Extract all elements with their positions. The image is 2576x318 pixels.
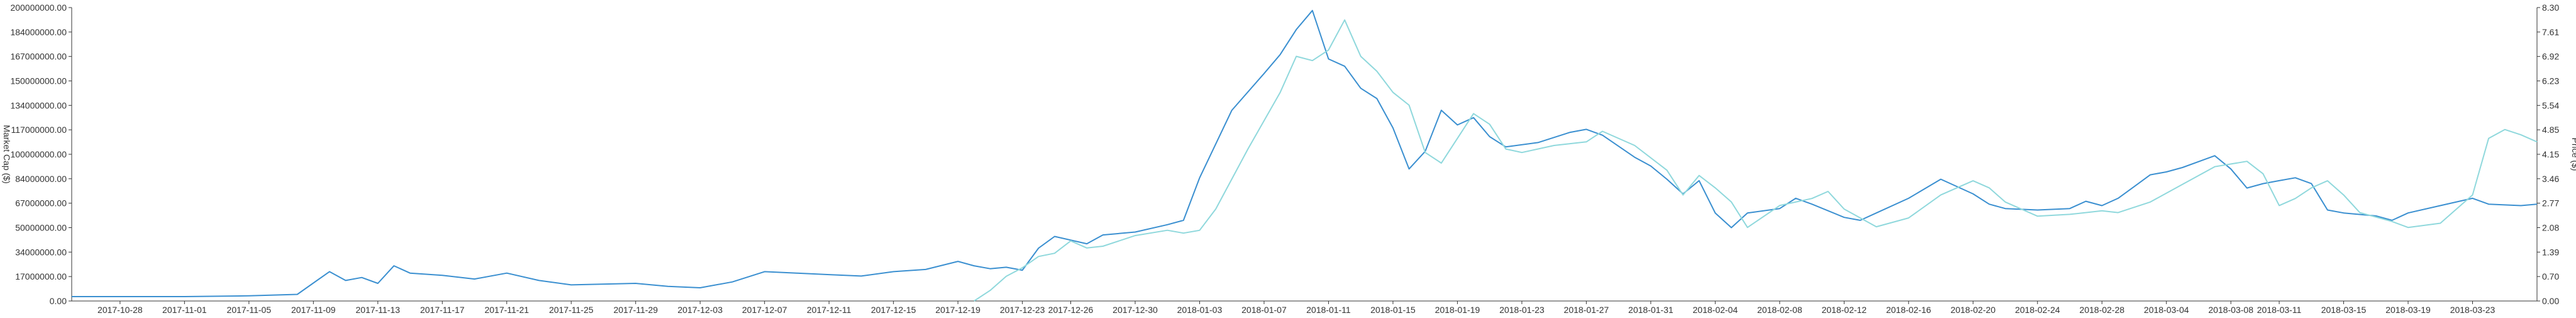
- x-tick-label: 2018-02-12: [1821, 305, 1867, 315]
- left-tick-label: 117000000.00: [11, 125, 67, 135]
- x-tick-label: 2018-01-15: [1370, 305, 1416, 315]
- x-tick-label: 2017-11-09: [291, 305, 336, 315]
- x-tick-label: 2018-01-23: [1499, 305, 1545, 315]
- x-tick-label: 2017-11-17: [420, 305, 465, 315]
- left-tick-label: 17000000.00: [15, 271, 67, 281]
- right-tick-label: 6.92: [2542, 52, 2559, 62]
- x-tick-label: 2017-11-29: [613, 305, 658, 315]
- x-tick-label: 2018-03-19: [2385, 305, 2431, 315]
- x-tick-label: 2017-12-19: [935, 305, 980, 315]
- right-tick-label: 2.08: [2542, 223, 2559, 233]
- x-tick-label: 2017-12-26: [1048, 305, 1094, 315]
- x-tick-label: 2017-11-13: [356, 305, 401, 315]
- left-tick-label: 150000000.00: [10, 76, 67, 86]
- left-tick-label: 34000000.00: [15, 247, 67, 257]
- x-tick-label: 2017-12-23: [1000, 305, 1045, 315]
- right-tick-label: 0.00: [2542, 296, 2559, 306]
- x-tick-label: 2018-01-03: [1177, 305, 1223, 315]
- x-tick-label: 2018-03-11: [2257, 305, 2302, 315]
- x-tick-label: 2018-02-24: [2015, 305, 2060, 315]
- left-tick-label: 0.00: [50, 296, 67, 306]
- left-tick-label: 200000000.00: [10, 3, 67, 13]
- right-tick-label: 0.70: [2542, 271, 2559, 281]
- left-tick-label: 134000000.00: [10, 100, 67, 110]
- left-axis-title: Market Cap ($): [2, 125, 12, 183]
- market-cap-series-line: [72, 9, 2538, 297]
- right-tick-label: 3.46: [2542, 174, 2559, 184]
- x-tick-label: 2017-12-03: [677, 305, 723, 315]
- right-tick-label: 7.61: [2542, 27, 2559, 37]
- right-tick-label: 1.39: [2542, 247, 2559, 257]
- x-tick-label: 2018-03-23: [2450, 305, 2496, 315]
- x-tick-label: 2018-03-15: [2321, 305, 2367, 315]
- x-tick-label: 2018-02-16: [1886, 305, 1931, 315]
- left-tick-label: 184000000.00: [10, 27, 67, 37]
- x-tick-label: 2018-02-20: [1950, 305, 1996, 315]
- right-axis-title: Price ($): [2570, 138, 2576, 171]
- x-tick-label: 2018-01-27: [1564, 305, 1609, 315]
- x-tick-label: 2017-12-15: [871, 305, 916, 315]
- x-tick-label: 2017-12-30: [1113, 305, 1158, 315]
- left-tick-label: 67000000.00: [15, 198, 67, 208]
- right-tick-label: 4.85: [2542, 125, 2559, 135]
- x-tick-label: 2018-01-07: [1241, 305, 1287, 315]
- x-tick-label: 2018-03-08: [2208, 305, 2253, 315]
- right-tick-label: 2.77: [2542, 198, 2559, 208]
- x-tick-label: 2018-02-28: [2079, 305, 2124, 315]
- x-tick-label: 2017-11-05: [227, 305, 272, 315]
- x-tick-label: 2018-01-19: [1435, 305, 1480, 315]
- x-tick-label: 2017-12-07: [742, 305, 787, 315]
- x-tick-label: 2017-11-25: [549, 305, 594, 315]
- right-tick-label: 4.15: [2542, 149, 2559, 159]
- x-tick-label: 2018-02-08: [1757, 305, 1802, 315]
- left-tick-label: 84000000.00: [15, 174, 67, 184]
- right-tick-label: 5.54: [2542, 100, 2559, 110]
- x-tick-label: 2017-12-11: [807, 305, 852, 315]
- x-tick-label: 2017-10-28: [97, 305, 143, 315]
- right-tick-label: 6.23: [2542, 76, 2559, 86]
- x-tick-label: 2018-02-04: [1693, 305, 1738, 315]
- left-tick-label: 167000000.00: [10, 52, 67, 62]
- x-tick-label: 2017-11-21: [484, 305, 529, 315]
- left-tick-label: 50000000.00: [15, 223, 67, 233]
- x-tick-label: 2018-01-31: [1628, 305, 1674, 315]
- x-tick-label: 2018-03-04: [2144, 305, 2189, 315]
- left-tick-label: 100000000.00: [10, 149, 67, 159]
- x-tick-label: 2018-01-11: [1306, 305, 1351, 315]
- price-series-line: [974, 19, 2538, 302]
- right-tick-label: 8.30: [2542, 3, 2559, 13]
- x-tick-label: 2017-11-01: [162, 305, 207, 315]
